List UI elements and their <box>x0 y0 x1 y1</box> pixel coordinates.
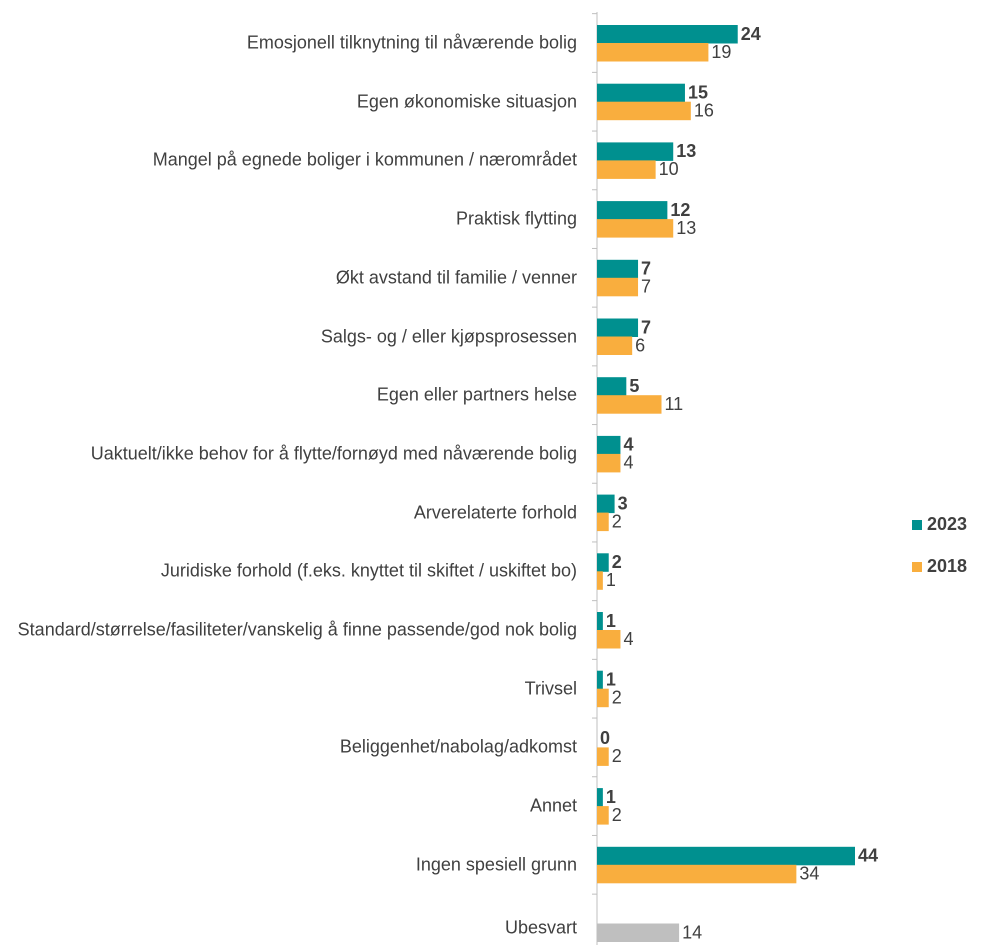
bar <box>597 25 738 44</box>
legend-label: 2018 <box>927 556 967 576</box>
bar <box>597 336 633 355</box>
bar <box>597 512 609 532</box>
bar <box>597 101 691 121</box>
bar <box>597 435 621 455</box>
value-label: 7 <box>641 259 651 279</box>
bar <box>597 277 639 297</box>
bar <box>597 142 674 161</box>
bar <box>597 494 615 514</box>
category-label: Egen økonomiske situasjon <box>356 91 577 112</box>
value-label: 2 <box>612 552 622 572</box>
bar <box>597 83 685 103</box>
value-label: 24 <box>741 24 761 44</box>
bar <box>597 788 603 807</box>
bar <box>597 377 627 396</box>
bar <box>597 688 609 708</box>
category-label: Praktisk flytting <box>455 208 577 229</box>
legend-label: 2023 <box>927 514 967 534</box>
value-label: 4 <box>623 453 633 473</box>
value-label: 5 <box>629 376 639 396</box>
category-label: Salgs- og / eller kjøpsprosessen <box>320 326 577 346</box>
bar <box>597 160 656 179</box>
value-label: 4 <box>623 435 633 455</box>
bar <box>597 553 609 572</box>
value-label: 7 <box>641 277 651 297</box>
bar <box>597 806 609 825</box>
value-label: 1 <box>606 669 616 689</box>
category-label: Ubesvart <box>504 917 577 937</box>
bar <box>597 670 603 690</box>
value-label: 14 <box>682 922 702 942</box>
category-label: Beliggenhet/nabolag/adkomst <box>339 736 577 757</box>
bar <box>597 630 621 649</box>
value-label: 1 <box>606 570 616 590</box>
value-label: 15 <box>688 82 708 102</box>
bar <box>597 219 674 238</box>
bar <box>597 395 662 414</box>
bar <box>597 453 621 473</box>
value-label: 34 <box>799 864 819 884</box>
category-label: Annet <box>529 795 577 816</box>
bar <box>597 923 680 942</box>
bar <box>597 43 709 62</box>
value-label: 4 <box>623 629 633 649</box>
bar <box>597 201 668 220</box>
category-label: Standard/størrelse/fasiliteter/vanskelig… <box>17 619 577 640</box>
category-label: Emosjonell tilknytning til nåværende bol… <box>246 32 577 53</box>
value-label: 7 <box>641 317 651 337</box>
value-label: 13 <box>676 141 696 161</box>
bar <box>597 846 855 866</box>
bar <box>597 747 609 766</box>
category-label: Økt avstand til familie / venner <box>335 267 577 288</box>
value-label: 2 <box>612 687 622 707</box>
category-label: Trivsel <box>524 678 577 699</box>
bar <box>597 259 639 279</box>
value-label: 0 <box>600 728 610 748</box>
value-label: 1 <box>606 787 616 807</box>
legend-swatch <box>912 520 922 530</box>
bar <box>597 864 797 884</box>
category-label: Egen eller partners helse <box>376 384 577 405</box>
value-label: 10 <box>659 159 679 179</box>
value-label: 6 <box>635 335 645 355</box>
value-label: 2 <box>612 511 622 531</box>
bar <box>597 571 603 590</box>
bar <box>597 612 603 631</box>
category-label: Ingen spesiell grunn <box>415 854 577 875</box>
value-label: 19 <box>711 42 731 62</box>
value-label: 3 <box>618 493 628 513</box>
value-label: 1 <box>606 611 616 631</box>
bar <box>597 318 639 337</box>
value-label: 12 <box>670 200 690 220</box>
value-label: 13 <box>676 218 696 238</box>
value-label: 44 <box>858 846 878 866</box>
value-label: 11 <box>665 394 684 414</box>
value-label: 2 <box>612 805 622 825</box>
value-label: 2 <box>612 746 622 766</box>
category-label: Juridiske forhold (f.eks. knyttet til sk… <box>160 560 577 581</box>
category-label: Arverelaterte forhold <box>413 502 577 523</box>
legend-swatch <box>912 562 922 572</box>
category-label: Uaktuelt/ikke behov for å flytte/fornøyd… <box>90 443 577 464</box>
value-label: 16 <box>694 100 714 120</box>
category-label: Mangel på egnede boliger i kommunen / næ… <box>152 149 577 170</box>
